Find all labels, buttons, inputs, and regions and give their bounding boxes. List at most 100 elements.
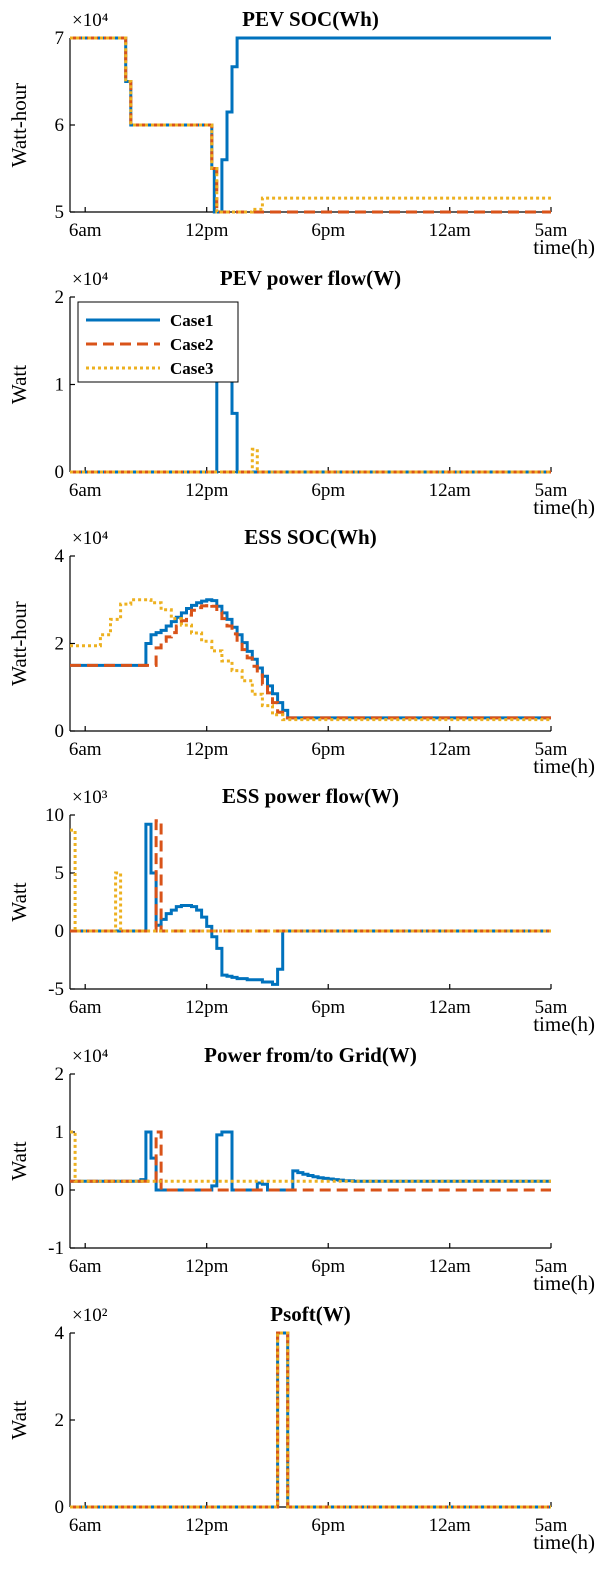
y-tick-label: 0 (55, 1180, 65, 1201)
x-axis-label: time(h) (533, 495, 595, 519)
series-line-case2 (70, 819, 551, 933)
y-multiplier: ×10⁴ (72, 1046, 109, 1067)
series-line-case1 (70, 1331, 551, 1509)
series-line-case1 (70, 369, 551, 474)
legend-label: Case1 (170, 311, 213, 330)
x-tick-label: 12pm (185, 1256, 229, 1277)
x-tick-label: 12pm (185, 1515, 229, 1536)
x-tick-label: 5am (535, 480, 568, 501)
chart-panel-4: ESS power flow(W) ×10³ Watt -5 0 5 10 6am 12pm 6p… (7, 784, 595, 1036)
y-axis-label: Watt (7, 1141, 31, 1180)
x-tick-label: 6pm (311, 1515, 345, 1536)
chart-panel-2: PEV power flow(W) ×10⁴ Watt 0 1 2 6am 12pm 6pm 12… (7, 266, 595, 519)
x-tick-label: 6am (69, 739, 102, 760)
x-axis-label: time(h) (533, 1530, 595, 1554)
x-tick-label: 6am (69, 220, 102, 241)
y-tick-label: 10 (45, 805, 64, 826)
y-multiplier: ×10² (72, 1305, 108, 1326)
x-tick-label: 12am (429, 480, 471, 501)
x-tick-label: 6pm (311, 739, 345, 760)
chart-title: ESS SOC(Wh) (244, 525, 376, 549)
x-tick-label: 12pm (185, 739, 229, 760)
y-tick-label: 6 (55, 115, 65, 136)
y-axis-label: Watt-hour (7, 601, 31, 686)
x-tick-label: 5am (535, 1256, 568, 1277)
x-tick-label: 12am (429, 1515, 471, 1536)
series-line-case1 (70, 598, 551, 720)
series-line-case2 (70, 36, 551, 214)
y-tick-label: 5 (55, 863, 65, 884)
y-multiplier: ×10³ (72, 787, 108, 808)
x-tick-label: 6pm (311, 1256, 345, 1277)
y-tick-label: 0 (55, 1497, 65, 1518)
series-line-case2 (70, 602, 551, 720)
series-line-case3 (70, 598, 551, 722)
x-tick-label: 12am (429, 997, 471, 1018)
x-tick-label: 6am (69, 997, 102, 1018)
x-tick-label: 6am (69, 1256, 102, 1277)
y-multiplier: ×10⁴ (72, 528, 109, 549)
y-tick-label: 5 (55, 202, 65, 223)
x-axis-label: time(h) (533, 754, 595, 778)
x-axis-label: time(h) (533, 1012, 595, 1036)
y-tick-label: 1 (55, 1122, 65, 1143)
y-tick-label: 0 (55, 721, 65, 742)
y-axis-label: Watt (7, 365, 31, 404)
chart-title: Psoft(W) (270, 1302, 350, 1326)
chart-title: PEV SOC(Wh) (242, 7, 379, 31)
x-tick-label: 12am (429, 739, 471, 760)
y-tick-label: -1 (48, 1238, 64, 1259)
y-axis-label: Watt (7, 882, 31, 921)
x-tick-label: 12pm (185, 997, 229, 1018)
y-tick-label: -5 (48, 979, 64, 1000)
x-tick-label: 12am (429, 1256, 471, 1277)
legend-label: Case2 (170, 335, 213, 354)
x-tick-label: 6am (69, 1515, 102, 1536)
chart-panel-5: Power from/to Grid(W) ×10⁴ Watt -1 0 1 2 6am 12p… (7, 1043, 595, 1295)
x-tick-label: 6pm (311, 480, 345, 501)
y-tick-label: 2 (55, 287, 65, 308)
y-tick-label: 4 (55, 546, 65, 567)
series-line-case3 (70, 828, 551, 933)
y-tick-label: 2 (55, 1064, 65, 1085)
legend-label: Case3 (170, 359, 213, 378)
x-tick-label: 12am (429, 220, 471, 241)
chart-panel-3: ESS SOC(Wh) ×10⁴ Watt-hour 0 2 4 6am 12pm 6pm 12a… (7, 525, 595, 778)
chart-title: ESS power flow(W) (222, 784, 399, 808)
x-tick-label: 12pm (185, 480, 229, 501)
series-line-case3 (70, 1331, 551, 1509)
y-multiplier: ×10⁴ (72, 10, 109, 31)
x-axis-label: time(h) (533, 1271, 595, 1295)
y-axis-label: Watt-hour (7, 83, 31, 168)
series-line-case1 (70, 822, 551, 986)
x-tick-label: 5am (535, 997, 568, 1018)
x-tick-label: 6am (69, 480, 102, 501)
chart-panel-1: PEV SOC(Wh) ×10⁴ Watt-hour 5 6 7 6am 12pm 6pm 12a… (7, 7, 595, 259)
legend-box (77, 301, 239, 383)
legend: Case1 Case2 Case3 (77, 301, 239, 383)
chart-panel-6: Psoft(W) ×10² Watt 0 2 4 6am 12pm 6pm 12am 5amtime… (7, 1302, 595, 1554)
x-tick-label: 5am (535, 220, 568, 241)
y-tick-label: 7 (55, 28, 65, 49)
x-tick-label: 6pm (311, 220, 345, 241)
y-axis-label: Watt (7, 1400, 31, 1439)
x-tick-label: 12pm (185, 220, 229, 241)
chart-title: PEV power flow(W) (220, 266, 401, 290)
x-tick-label: 6pm (311, 997, 345, 1018)
chart-title: Power from/to Grid(W) (204, 1043, 417, 1067)
y-tick-label: 1 (55, 375, 65, 396)
series-line-case3 (70, 36, 551, 214)
series-line-case3 (70, 447, 551, 474)
series-line-case2 (70, 1331, 551, 1509)
series-line-case3 (70, 1130, 551, 1183)
y-tick-label: 2 (55, 634, 65, 655)
y-tick-label: 4 (55, 1323, 65, 1344)
x-tick-label: 5am (535, 1515, 568, 1536)
y-tick-label: 2 (55, 1410, 65, 1431)
y-multiplier: ×10⁴ (72, 269, 109, 290)
x-axis-label: time(h) (533, 235, 595, 259)
series-line-case1 (70, 36, 551, 214)
x-tick-label: 5am (535, 739, 568, 760)
y-tick-label: 0 (55, 921, 65, 942)
